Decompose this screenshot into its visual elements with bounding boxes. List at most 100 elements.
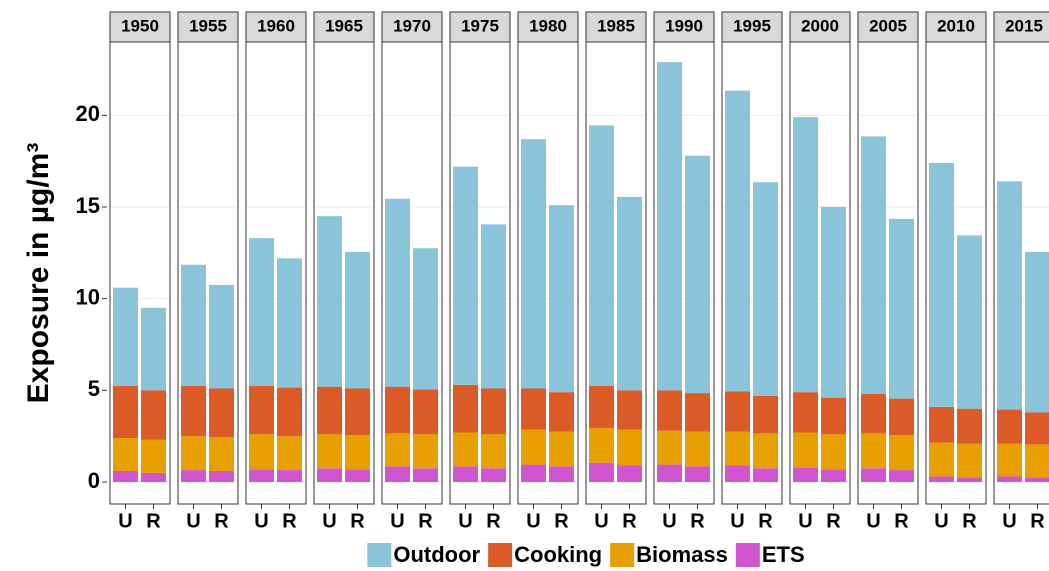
bar-segment bbox=[997, 409, 1022, 444]
facet-label: 1965 bbox=[325, 16, 363, 35]
facet-label: 2015 bbox=[1005, 16, 1043, 35]
bar-segment bbox=[889, 398, 914, 436]
bar-segment bbox=[1025, 251, 1049, 413]
bar-segment bbox=[549, 392, 574, 432]
bar-segment bbox=[249, 469, 274, 482]
bar-segment bbox=[1025, 412, 1049, 445]
bar-segment bbox=[753, 468, 778, 482]
bar-segment bbox=[657, 62, 682, 391]
bar-segment bbox=[617, 429, 642, 466]
bar-segment bbox=[997, 476, 1022, 482]
bar-segment bbox=[249, 238, 274, 386]
y-tick-label: 20 bbox=[76, 101, 100, 126]
bar-segment bbox=[141, 307, 166, 391]
bar-segment bbox=[617, 196, 642, 391]
bar-segment bbox=[413, 434, 438, 469]
bar-segment bbox=[277, 387, 302, 437]
bar-segment bbox=[793, 117, 818, 393]
facet-label: 1980 bbox=[529, 16, 567, 35]
bar-segment bbox=[589, 385, 614, 428]
x-tick-label: R bbox=[214, 510, 229, 532]
x-tick-label: U bbox=[594, 510, 608, 532]
legend-item: Biomass bbox=[610, 542, 728, 567]
x-tick-label: R bbox=[418, 510, 433, 532]
facet-label: 1960 bbox=[257, 16, 295, 35]
bar-segment bbox=[453, 432, 478, 467]
bar-segment bbox=[453, 466, 478, 482]
bar-segment bbox=[957, 408, 982, 444]
bar-segment bbox=[929, 442, 954, 477]
bar-segment bbox=[345, 388, 370, 436]
x-tick-label: R bbox=[350, 510, 365, 532]
bar-segment bbox=[481, 468, 506, 482]
x-tick-label: U bbox=[798, 510, 812, 532]
x-tick-label: U bbox=[458, 510, 472, 532]
bar-segment bbox=[861, 136, 886, 394]
legend-label: Outdoor bbox=[393, 542, 480, 567]
strip bbox=[517, 11, 579, 43]
bar-segment bbox=[249, 385, 274, 435]
x-tick-label: R bbox=[962, 510, 977, 532]
strip bbox=[789, 11, 851, 43]
bar-segment bbox=[385, 386, 410, 434]
bar-segment bbox=[657, 430, 682, 465]
bar-segment bbox=[113, 385, 138, 438]
bar-segment bbox=[861, 394, 886, 434]
x-tick-label: U bbox=[662, 510, 676, 532]
bar-segment bbox=[793, 432, 818, 468]
facet-label: 1995 bbox=[733, 16, 771, 35]
bar-segment bbox=[549, 205, 574, 393]
bar-segment bbox=[521, 139, 546, 389]
bar-segment bbox=[481, 224, 506, 389]
bar-segment bbox=[181, 436, 206, 471]
bar-segment bbox=[821, 434, 846, 470]
bar-segment bbox=[589, 125, 614, 386]
bar-segment bbox=[181, 264, 206, 386]
bar-segment bbox=[685, 431, 710, 467]
legend-item: Cooking bbox=[488, 542, 602, 567]
bar-segment bbox=[725, 90, 750, 392]
bar-segment bbox=[725, 465, 750, 482]
facet-label: 1955 bbox=[189, 16, 227, 35]
legend-swatch bbox=[610, 543, 635, 567]
bar-segment bbox=[929, 406, 954, 443]
x-tick-label: U bbox=[254, 510, 268, 532]
x-tick-label: R bbox=[622, 510, 637, 532]
facet-label: 1975 bbox=[461, 16, 499, 35]
bar-segment bbox=[345, 435, 370, 470]
strip bbox=[177, 11, 239, 43]
bar-segment bbox=[345, 469, 370, 482]
x-tick-label: U bbox=[322, 510, 336, 532]
bar-segment bbox=[453, 384, 478, 433]
bar-segment bbox=[181, 385, 206, 437]
x-tick-label: U bbox=[390, 510, 404, 532]
bar-segment bbox=[317, 468, 342, 482]
bar-segment bbox=[753, 182, 778, 396]
bar-segment bbox=[209, 437, 234, 471]
bar-segment bbox=[209, 388, 234, 438]
bar-segment bbox=[753, 433, 778, 469]
bar-segment bbox=[317, 386, 342, 435]
bar-segment bbox=[317, 216, 342, 387]
bar-segment bbox=[821, 397, 846, 435]
bar-segment bbox=[209, 284, 234, 389]
bar-segment bbox=[861, 468, 886, 482]
bar-segment bbox=[861, 433, 886, 469]
panel-border bbox=[381, 41, 443, 505]
y-tick-label: 5 bbox=[88, 376, 100, 401]
x-tick-label: R bbox=[826, 510, 841, 532]
y-tick-label: 15 bbox=[76, 193, 100, 218]
x-tick-label: U bbox=[730, 510, 744, 532]
bar-segment bbox=[821, 469, 846, 482]
x-tick-label: U bbox=[186, 510, 200, 532]
y-tick-label: 10 bbox=[76, 284, 100, 309]
x-tick-label: R bbox=[282, 510, 297, 532]
bar-segment bbox=[413, 389, 438, 435]
strip bbox=[857, 11, 919, 43]
bar-segment bbox=[725, 431, 750, 466]
bar-segment bbox=[657, 390, 682, 431]
bar-segment bbox=[589, 462, 614, 482]
bar-segment bbox=[685, 155, 710, 394]
bar-segment bbox=[181, 470, 206, 482]
